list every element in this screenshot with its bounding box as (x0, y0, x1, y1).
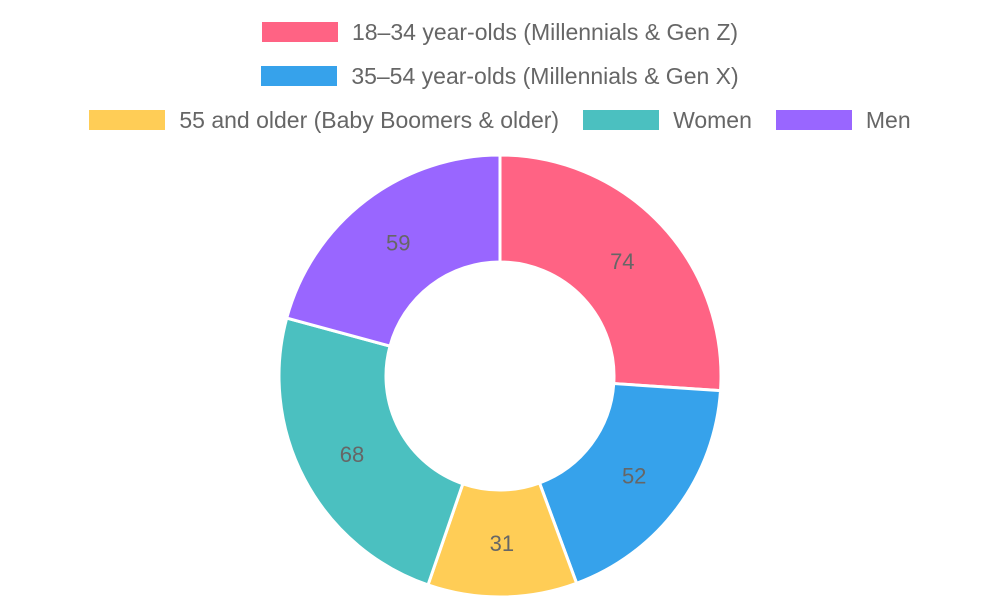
legend-label-55-plus: 55 and older (Baby Boomers & older) (179, 106, 560, 133)
legend-label-18-34: 18–34 year-olds (Millennials & Gen Z) (351, 18, 739, 45)
legend-swatch-35-54 (261, 66, 338, 86)
slice-35-54[interactable] (537, 381, 723, 586)
data-label-55-plus: 31 (490, 531, 514, 556)
legend-row: 18–34 year-olds (Millennials & Gen Z) (0, 10, 1000, 54)
legend-label-women: Women (673, 106, 752, 133)
slice-18-34[interactable] (498, 153, 723, 393)
legend-swatch-55-plus (89, 110, 166, 130)
data-label-women: 68 (340, 442, 364, 467)
legend-row: 55 and older (Baby Boomers & older) Wome… (0, 98, 1000, 142)
legend-item-55-plus[interactable]: 55 and older (Baby Boomers & older) (89, 107, 559, 134)
slice-men[interactable] (284, 153, 502, 348)
legend-item-women[interactable]: Women (583, 107, 752, 134)
doughnut-data-labels: 74 52 31 68 59 (340, 230, 647, 556)
legend-label-35-54: 35–54 year-olds (Millennials & Gen X) (351, 62, 739, 89)
legend-item-35-54[interactable]: 35–54 year-olds (Millennials & Gen X) (261, 62, 739, 90)
data-label-35-54: 52 (622, 464, 646, 489)
legend-swatch-women (583, 110, 660, 130)
legend-row: 35–54 year-olds (Millennials & Gen X) (0, 54, 1000, 98)
legend-item-18-34[interactable]: 18–34 year-olds (Millennials & Gen Z) (261, 18, 739, 46)
slice-women[interactable] (277, 316, 465, 587)
legend-swatch-men (775, 110, 852, 130)
data-label-men: 59 (386, 230, 410, 255)
chart-legend: 18–34 year-olds (Millennials & Gen Z) 35… (0, 0, 1000, 142)
doughnut-slices (277, 153, 723, 599)
data-label-18-34: 74 (610, 249, 634, 274)
legend-swatch-18-34 (261, 22, 338, 42)
legend-label-men: Men (865, 106, 911, 133)
legend-item-men[interactable]: Men (775, 106, 911, 134)
